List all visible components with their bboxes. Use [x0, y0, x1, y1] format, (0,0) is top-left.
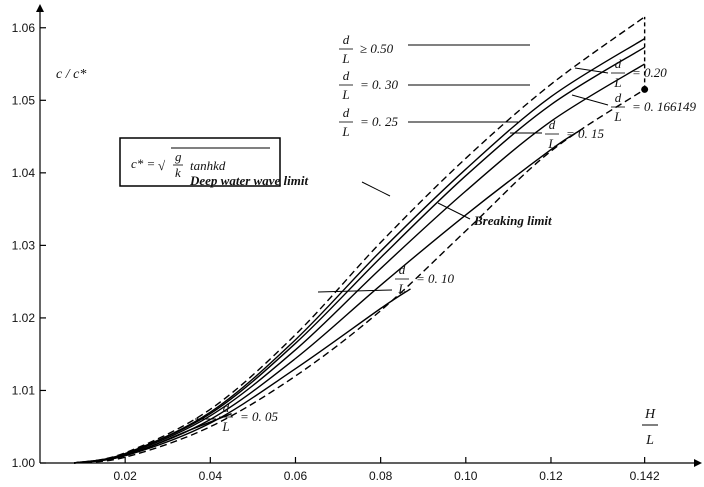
x-axis-arrow	[694, 459, 702, 467]
y-tick-label: 1.02	[12, 311, 36, 325]
svg-text:d: d	[343, 105, 350, 120]
formula-box: c* = √ g k tanhkd	[119, 137, 281, 187]
svg-text:c* =: c* =	[131, 156, 155, 171]
svg-text:L: L	[547, 136, 555, 151]
x-tick-label: 0.02	[113, 469, 137, 483]
annotation-deep-water: Deep water wave limit	[189, 173, 391, 197]
tick-group: 0.02 0.04 0.06 0.08 0.10 0.12 0.142 1.00 1.01 1.0…	[12, 21, 660, 483]
series-d-l-0-50	[73, 16, 646, 464]
series-d-l-0-05	[74, 413, 232, 464]
curve-group	[73, 16, 649, 464]
svg-text:Deep water wave limit: Deep water wave limit	[189, 173, 308, 188]
svg-text:= 0. 10: = 0. 10	[416, 271, 455, 286]
svg-text:d: d	[549, 117, 556, 132]
series-d-l-0-15	[73, 129, 582, 464]
svg-text:L: L	[397, 281, 405, 296]
y-tick-label: 1.00	[12, 456, 36, 470]
svg-text:d: d	[615, 90, 622, 105]
series-d-l-0-30	[73, 38, 645, 464]
svg-text:k: k	[175, 165, 181, 180]
svg-text:L: L	[221, 419, 229, 434]
svg-text:Breaking limit: Breaking limit	[473, 213, 552, 228]
svg-text:L: L	[341, 124, 349, 139]
annotation-d30: d L = 0. 30	[339, 68, 530, 102]
svg-text:L: L	[645, 433, 654, 448]
y-tick-label: 1.03	[12, 238, 36, 252]
svg-text:= 0. 25: = 0. 25	[360, 114, 399, 129]
svg-text:L: L	[341, 87, 349, 102]
x-axis-label: H L	[642, 407, 658, 448]
svg-text:= 0. 166149: = 0. 166149	[632, 99, 697, 114]
svg-text:≥ 0.50: ≥ 0.50	[360, 41, 394, 56]
svg-text:d: d	[615, 56, 622, 71]
annotation-d10: d L = 0. 10	[317, 262, 455, 296]
x-tick-label: 0.10	[454, 469, 478, 483]
x-tick-label: 0.08	[369, 469, 393, 483]
y-axis-arrow	[36, 4, 44, 12]
y-tick-label: 1.05	[12, 93, 36, 107]
y-tick-label: 1.06	[12, 21, 36, 35]
x-tick-label: 0.142	[630, 469, 660, 483]
svg-text:= 0. 30: = 0. 30	[360, 77, 399, 92]
svg-text:d: d	[223, 400, 230, 415]
svg-text:= 0.20: = 0.20	[632, 65, 667, 80]
annotation-d15: d L = 0. 15	[510, 117, 605, 151]
x-tick-label: 0.04	[199, 469, 223, 483]
x-tick-label: 0.06	[284, 469, 308, 483]
series-breaking-limit	[74, 88, 645, 464]
svg-text:d: d	[343, 32, 350, 47]
y-tick-label: 1.01	[12, 383, 36, 397]
y-tick-label: 1.04	[12, 166, 36, 180]
svg-text:d: d	[343, 68, 350, 83]
series-d-l-0-10	[74, 288, 411, 464]
svg-text:L: L	[341, 51, 349, 66]
svg-text:L: L	[613, 75, 621, 90]
svg-text:√: √	[158, 158, 166, 173]
annotation-breaking-limit: Breaking limit	[437, 202, 552, 228]
annotation-d50: d L ≥ 0.50	[339, 32, 530, 66]
svg-text:g: g	[175, 149, 182, 164]
annotation-d166: d L = 0. 166149	[571, 90, 697, 124]
svg-text:H: H	[644, 407, 656, 422]
svg-text:= 0. 15: = 0. 15	[566, 126, 605, 141]
series-d-l-0-20	[73, 63, 645, 464]
annotation-d25: d L = 0. 25	[339, 105, 518, 139]
x-tick-label: 0.12	[539, 469, 563, 483]
series-d-l-0-25	[73, 46, 645, 464]
annotation-d20: d L = 0.20	[574, 56, 667, 90]
y-axis-label: c / c*	[56, 67, 86, 82]
svg-text:tanhkd: tanhkd	[190, 158, 226, 173]
svg-text:d: d	[399, 262, 406, 277]
svg-text:= 0. 05: = 0. 05	[240, 409, 279, 424]
limit-point	[641, 85, 649, 93]
svg-text:L: L	[613, 109, 621, 124]
annotation-d05: d L = 0. 05	[195, 400, 279, 434]
